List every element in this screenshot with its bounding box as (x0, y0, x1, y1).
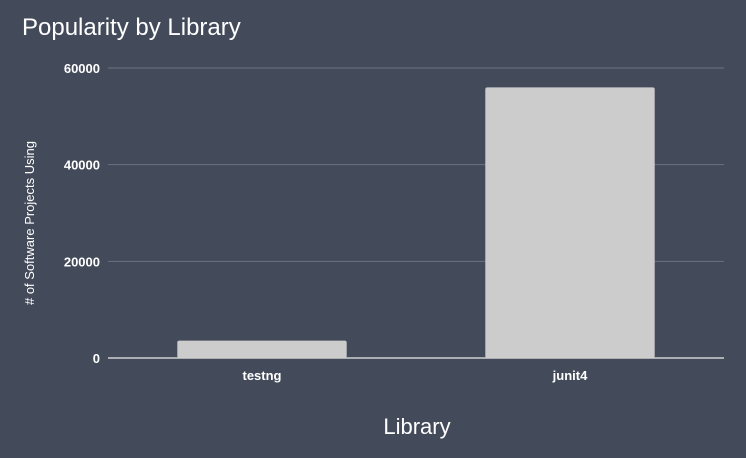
bar-junit4 (485, 87, 655, 358)
x-tick-label-junit4: junit4 (552, 368, 588, 383)
y-tick-label: 20000 (64, 254, 100, 269)
bar-testng (177, 340, 347, 358)
x-tick-labels: testng junit4 (243, 368, 589, 383)
y-tick-label: 60000 (64, 61, 100, 76)
y-tick-labels: 0 20000 40000 60000 (64, 61, 100, 366)
y-axis-label: # of Software Projects Using (22, 141, 37, 305)
y-tick-label: 40000 (64, 158, 100, 173)
x-tick-label-testng: testng (243, 368, 282, 383)
y-tick-label: 0 (93, 351, 100, 366)
chart-title: Popularity by Library (22, 14, 241, 41)
bars (177, 87, 655, 358)
x-axis-label: Library (383, 414, 450, 439)
